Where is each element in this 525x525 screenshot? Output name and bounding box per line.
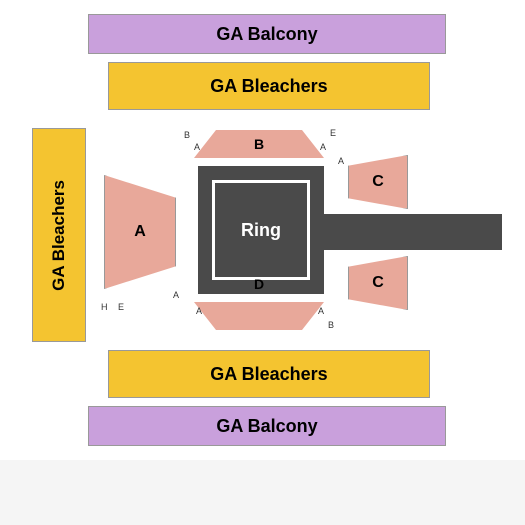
section-bleachers-left[interactable]: GA Bleachers [32,128,86,342]
section-floor-a[interactable]: A [104,175,176,289]
row-label: A [320,142,326,152]
ring[interactable]: Ring [212,180,310,280]
seating-chart: GA Balcony GA Bleachers GA Bleachers B B… [0,0,525,460]
section-floor-c-top[interactable]: C [348,155,408,209]
section-floor-d[interactable]: D [194,302,324,330]
entrance-ramp [324,214,502,250]
section-floor-b[interactable]: B [194,130,324,158]
section-label: D [194,276,324,292]
section-balcony-bottom[interactable]: GA Balcony [88,406,446,446]
row-label: A [194,142,200,152]
section-floor-c-bottom[interactable]: C [348,256,408,310]
row-label: E [118,302,124,312]
ring-platform: Ring [198,166,324,294]
section-label: GA Balcony [216,24,317,45]
section-label: C [372,274,384,292]
row-label: A [318,306,324,316]
section-label: GA Balcony [216,416,317,437]
ring-label: Ring [241,220,281,241]
row-label: A [196,306,202,316]
row-label: A [173,290,179,300]
section-label: GA Bleachers [49,180,69,291]
row-label: B [184,130,190,140]
section-label: C [372,173,384,191]
section-label: B [194,136,324,152]
section-label: A [134,223,146,241]
section-bleachers-bottom[interactable]: GA Bleachers [108,350,430,398]
row-label: E [330,128,336,138]
row-label: A [338,156,344,166]
row-label: H [101,302,108,312]
section-bleachers-top[interactable]: GA Bleachers [108,62,430,110]
section-label: GA Bleachers [210,76,327,97]
row-label: B [328,320,334,330]
section-balcony-top[interactable]: GA Balcony [88,14,446,54]
section-label: GA Bleachers [210,364,327,385]
